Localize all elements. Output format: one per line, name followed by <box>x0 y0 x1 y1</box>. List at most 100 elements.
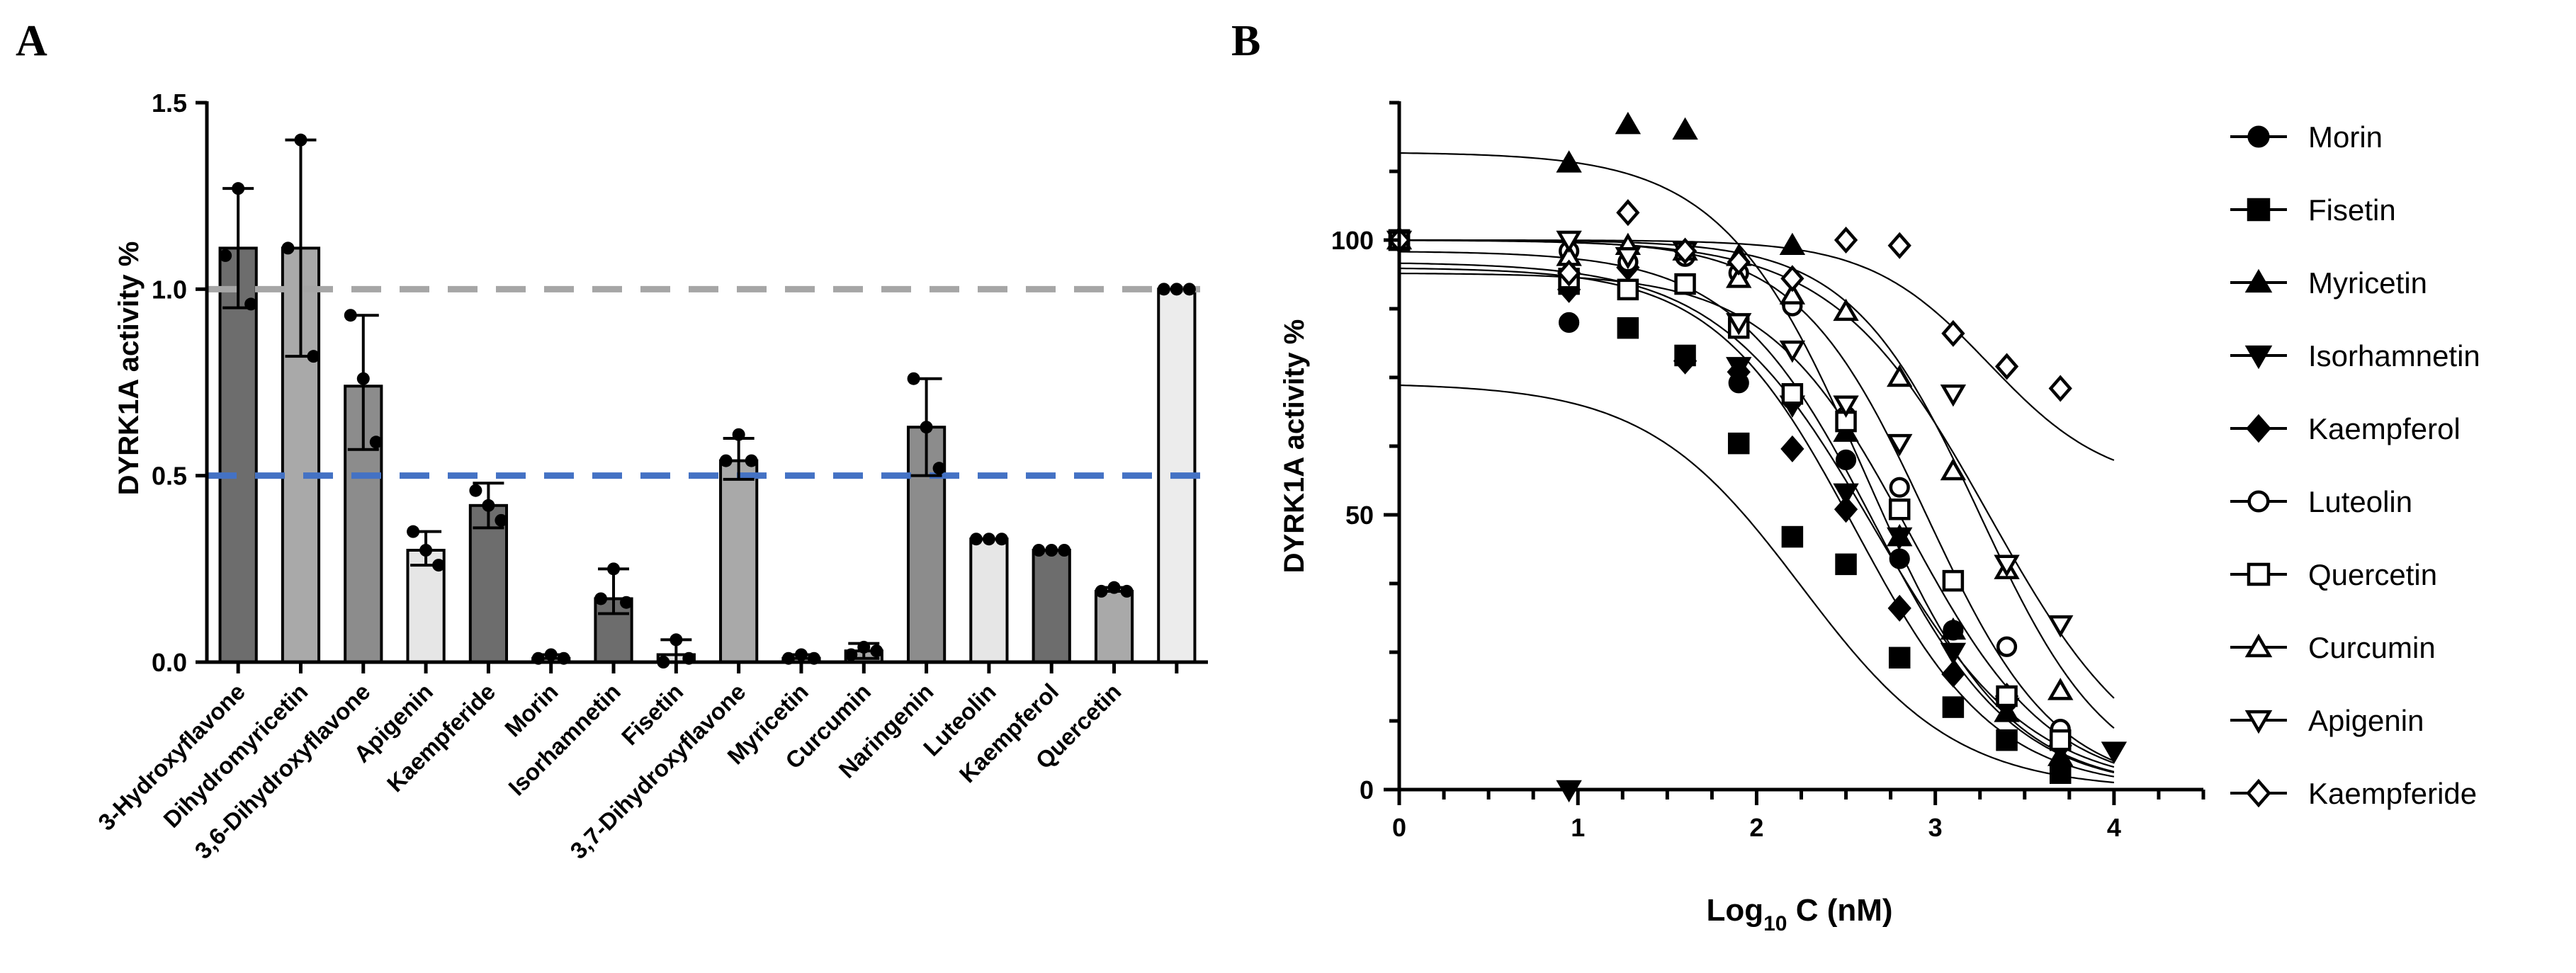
legend-label-quercetin: Quercetin <box>2308 558 2437 591</box>
legend-marker-apigenin <box>2244 710 2273 734</box>
data-point-kaempferide <box>1941 319 1965 347</box>
legend-marker-morin <box>2247 125 2270 148</box>
data-point-quercetin <box>1942 569 1965 592</box>
panel-b-letter: B <box>1231 17 1260 65</box>
data-point-myricetin <box>794 648 808 661</box>
y-tick-label: 0 <box>1360 775 1374 804</box>
data-point-fisetin <box>1888 647 1911 669</box>
data-point-control <box>1157 283 1170 296</box>
data-point-3-6-dihydroxyflavone <box>356 372 370 385</box>
legend-marker-kaempferide <box>2246 778 2271 808</box>
data-point-morin <box>1559 312 1580 333</box>
data-point-kaempferide <box>2048 375 2072 402</box>
data-point-kaempferol <box>1673 347 1697 375</box>
legend-label-curcumin: Curcumin <box>2308 631 2436 664</box>
data-point-3-6-dihydroxyflavone <box>344 309 357 322</box>
data-point-3-hydroxyflavone <box>244 297 258 311</box>
fit-curve-myricetin <box>1399 152 2115 773</box>
data-point-fisetin <box>1781 525 1804 548</box>
y-tick-label: 100 <box>1331 226 1374 255</box>
legend-label-kaempferol: Kaempferol <box>2308 412 2461 445</box>
data-point-luteolin <box>1889 477 1910 498</box>
dose-response-y-axis-title: DYRK1A activity % <box>1279 319 1310 574</box>
data-point-myricetin <box>1615 111 1642 135</box>
data-point-luteolin <box>982 533 995 546</box>
data-point-apigenin <box>1994 554 2020 577</box>
x-tick-label: 0 <box>1392 813 1406 842</box>
data-point-quercetin <box>1107 581 1121 594</box>
x-tick-label: 1 <box>1571 813 1585 842</box>
data-point-dihydromyricetin <box>294 133 307 147</box>
data-point-quercetin <box>1835 410 1857 433</box>
data-point-kaempferide <box>482 499 495 512</box>
data-point-3-7-dihydroxyflavone <box>732 428 745 441</box>
data-point-quercetin <box>1095 584 1108 598</box>
data-point-morin <box>544 648 558 661</box>
data-point-luteolin <box>1996 636 2018 657</box>
data-point-apigenin <box>1556 230 1582 254</box>
data-point-curcumin <box>844 648 858 661</box>
fit-curve-fisetin <box>1399 384 2115 784</box>
data-point-isorhamnetin <box>607 562 621 576</box>
legend-label-morin: Morin <box>2308 120 2383 154</box>
data-point-kaempferol <box>1727 358 1751 386</box>
data-point-kaempferol <box>1941 661 1965 688</box>
data-point-kaempferol <box>1887 594 1911 622</box>
legend-label-luteolin: Luteolin <box>2308 485 2412 518</box>
x-tick-label: 2 <box>1749 813 1763 842</box>
data-point-curcumin <box>1887 364 1913 387</box>
data-point-curcumin <box>1726 266 1752 288</box>
data-point-3-7-dihydroxyflavone <box>719 454 733 467</box>
data-point-apigenin <box>1615 246 1642 270</box>
data-point-quercetin <box>1617 278 1639 301</box>
data-point-curcumin <box>857 640 871 654</box>
data-point-kaempferol <box>1780 435 1804 462</box>
data-point-curcumin <box>1779 282 1806 305</box>
data-point-curcumin <box>2047 678 2074 700</box>
legend-marker-luteolin <box>2247 490 2270 513</box>
data-point-kaempferol <box>1058 544 1071 557</box>
data-point-dihydromyricetin <box>307 350 320 363</box>
data-point-isorhamnetin <box>2101 741 2128 764</box>
data-point-3-6-dihydroxyflavone <box>369 436 383 449</box>
legend-label-fisetin: Fisetin <box>2308 193 2396 227</box>
data-point-3-7-dihydroxyflavone <box>745 454 758 467</box>
data-point-quercetin <box>1674 273 1696 295</box>
data-point-apigenin <box>432 559 446 572</box>
data-point-kaempferide <box>1673 237 1697 265</box>
data-point-apigenin <box>1833 395 1859 418</box>
data-point-apigenin <box>1887 433 1913 457</box>
bar-3-7-dihydroxyflavone <box>719 459 759 664</box>
data-point-naringenin <box>920 421 933 434</box>
data-point-apigenin <box>407 525 420 538</box>
data-point-kaempferide <box>1616 199 1640 227</box>
data-point-myricetin <box>1556 150 1582 173</box>
data-point-kaempferide <box>469 484 482 497</box>
data-point-kaempferide <box>1994 353 2019 380</box>
data-point-fisetin <box>2049 762 2072 784</box>
fit-curve-kaempferide <box>1399 239 2115 461</box>
data-point-quercetin <box>1120 584 1134 598</box>
panel-a-letter: A <box>16 17 47 65</box>
data-point-3-hydroxyflavone <box>219 249 232 262</box>
legend-label-myricetin: Myricetin <box>2308 266 2427 300</box>
data-point-naringenin <box>907 372 920 385</box>
data-point-luteolin <box>995 533 1008 546</box>
category-label-isorhamnetin: Isorhamnetin <box>503 678 626 801</box>
legend-marker-quercetin <box>2247 562 2271 586</box>
data-point-apigenin <box>2047 615 2074 638</box>
legend-label-kaempferide: Kaempferide <box>2308 777 2477 810</box>
y-tick-label: 0.0 <box>152 648 187 677</box>
bar-quercetin <box>1094 589 1134 664</box>
y-tick-label: 1.5 <box>152 89 187 118</box>
fit-curve-apigenin <box>1399 239 2115 699</box>
data-point-fisetin <box>670 633 683 647</box>
data-point-control <box>1170 283 1183 296</box>
fit-curve-kaempferol <box>1399 267 2115 778</box>
data-point-myricetin <box>1672 117 1698 140</box>
data-point-kaempferide <box>1834 226 1858 254</box>
data-point-fisetin <box>1835 553 1857 576</box>
data-point-quercetin <box>1888 498 1911 520</box>
data-point-fisetin <box>1942 696 1965 718</box>
